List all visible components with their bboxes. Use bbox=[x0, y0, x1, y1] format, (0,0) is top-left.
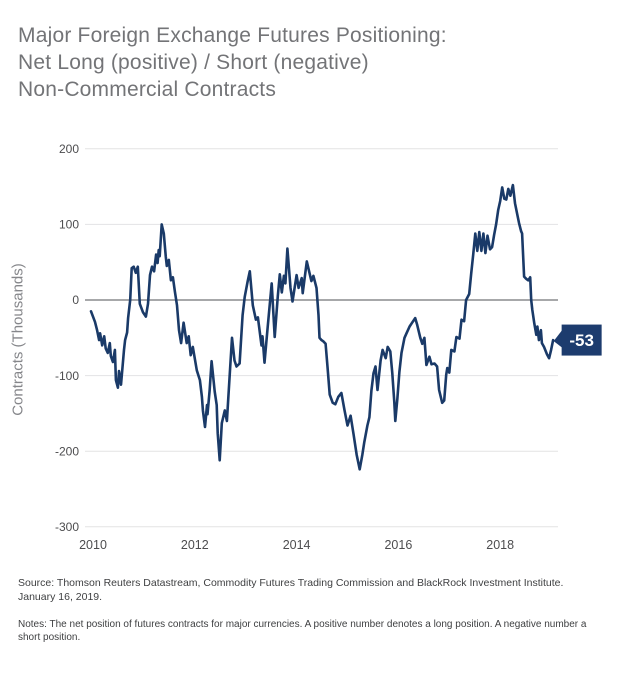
x-tick-label: 2018 bbox=[486, 538, 514, 552]
y-tick-label: -200 bbox=[55, 444, 79, 458]
chart-area: Contracts (Thousands) 200 100 0 -100 -200 -30… bbox=[9, 142, 602, 552]
y-tick-label: 100 bbox=[59, 218, 79, 232]
x-tick-label: 2012 bbox=[181, 538, 209, 552]
data-line bbox=[89, 183, 555, 471]
x-tick-label: 2010 bbox=[79, 538, 107, 552]
y-tick-label: -100 bbox=[55, 369, 79, 383]
notes-text: Notes: The net position of futures contr… bbox=[18, 619, 587, 643]
callout-box bbox=[561, 324, 602, 356]
x-tick-label: 2014 bbox=[283, 538, 311, 552]
y-tick-label: 0 bbox=[72, 293, 79, 307]
chart-title-line2: Net Long (positive) / Short (negative) bbox=[18, 51, 369, 74]
y-axis-title: Contracts (Thousands) bbox=[9, 263, 27, 416]
chart-title-line3: Non-Commercial Contracts bbox=[18, 78, 277, 101]
y-tick-label: 200 bbox=[59, 142, 79, 156]
source-text: Source: Thomson Reuters Datastream, Comm… bbox=[18, 576, 600, 604]
chart-title: Major Foreign Exchange Futures Positioni… bbox=[18, 22, 578, 103]
callout-pointer bbox=[553, 330, 563, 348]
chart-title-line1: Major Foreign Exchange Futures Positioni… bbox=[18, 24, 447, 47]
y-tick-label: -300 bbox=[55, 520, 79, 534]
x-tick-label: 2016 bbox=[384, 538, 412, 552]
source-line1: Source: Thomson Reuters Datastream, Comm… bbox=[18, 577, 564, 589]
source-line2: January 16, 2019. bbox=[18, 591, 103, 603]
callout-value: -53 bbox=[569, 331, 594, 350]
